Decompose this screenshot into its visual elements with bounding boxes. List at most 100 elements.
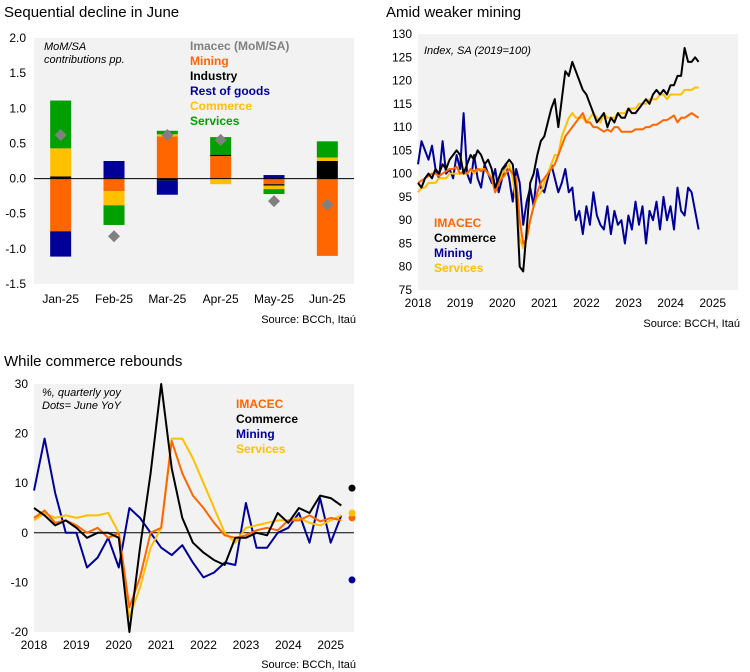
- chart-3-note-line-2: Dots= June YoY: [42, 400, 122, 412]
- chart-3-y-tick-label: -20: [11, 625, 29, 639]
- chart-3-legend-imacec: IMACEC: [236, 397, 284, 411]
- chart-1-x-tick-label: Feb-25: [95, 292, 133, 306]
- chart-1-bar-industry: [263, 184, 285, 186]
- chart-3-source: Source: BCCh, Itaú: [261, 659, 356, 671]
- chart-2-legend: IMACEC Commerce Mining Services: [434, 216, 496, 275]
- chart-3-y-tick-label: 20: [15, 427, 29, 441]
- chart-2-x-tick-label: 2023: [615, 296, 642, 310]
- chart-3-june-dots: [348, 484, 356, 584]
- chart-3: While commerce rebounds 30 20 10 0 -10 -20 20…: [4, 353, 356, 671]
- chart-1-y-tick-label: 2.0: [9, 31, 26, 45]
- chart-3-dot-commerce: [348, 484, 356, 492]
- chart-2: Amid weaker mining 130 125 120 115 110 105 100…: [386, 4, 740, 330]
- chart-2-legend-mining: Mining: [434, 246, 473, 260]
- chart-3-x-tick-label: 2020: [105, 638, 132, 652]
- chart-2-title: Amid weaker mining: [386, 4, 521, 21]
- chart-2-line-commerce: [417, 47, 700, 273]
- chart-3-legend-commerce: Commerce: [236, 412, 298, 426]
- chart-2-x-tick-label: 2024: [657, 296, 684, 310]
- chart-2-x-tick-label: 2019: [447, 296, 474, 310]
- chart-1-y-tick-label: 1.5: [9, 66, 26, 80]
- chart-1-x-tick-label: Mar-25: [148, 292, 186, 306]
- chart-1-x-tick-label: Jun-25: [309, 292, 346, 306]
- chart-1-imacec-marker: [161, 128, 174, 141]
- chart-1-bar-rest-of-goods: [103, 161, 125, 179]
- chart-3-x-axis: 2018 2019 2020 2021 2022 2023 2024 2025: [21, 638, 345, 652]
- chart-2-legend-services: Services: [434, 261, 484, 275]
- chart-3-legend-mining: Mining: [236, 427, 275, 441]
- chart-1-imacec-marker: [214, 133, 227, 146]
- chart-1-bar-services: [50, 100, 72, 149]
- chart-1-legend-mining: Mining: [190, 54, 229, 68]
- chart-2-y-tick-label: 120: [392, 74, 412, 88]
- chart-3-legend-services: Services: [236, 442, 286, 456]
- chart-1-source: Source: BCCh, Itaú: [261, 314, 356, 326]
- chart-1-legend-imacec: Imacec (MoM/SA): [190, 39, 289, 53]
- chart-1-title: Sequential decline in June: [4, 4, 179, 21]
- chart-1-bars: [50, 100, 338, 257]
- chart-2-x-tick-label: 2018: [405, 296, 432, 310]
- chart-1-legend-rest-of-goods: Rest of goods: [190, 84, 270, 98]
- chart-1-bar-mining: [156, 136, 178, 179]
- chart-3-x-tick-label: 2024: [275, 638, 302, 652]
- chart-3-title: While commerce rebounds: [4, 353, 182, 370]
- chart-2-legend-commerce: Commerce: [434, 231, 496, 245]
- chart-1-bar-industry: [316, 161, 338, 179]
- chart-3-line-mining: [33, 437, 343, 579]
- chart-1-y-tick-label: -1.5: [5, 277, 26, 291]
- chart-1-imacec-marker: [321, 198, 334, 211]
- chart-1-bar-mining: [316, 178, 338, 256]
- chart-1-bar-industry: [156, 178, 178, 181]
- chart-1-bar-industry: [50, 176, 72, 179]
- chart-2-y-tick-label: 125: [392, 50, 412, 64]
- chart-2-x-tick-label: 2025: [699, 296, 726, 310]
- chart-1-bar-commerce: [50, 148, 72, 177]
- chart-1-bar-rest-of-goods: [50, 231, 72, 257]
- chart-1-x-axis: Jan-25 Feb-25 Mar-25 Apr-25 May-25 Jun-25: [42, 292, 346, 306]
- chart-1-legend-services: Services: [190, 114, 240, 128]
- chart-2-y-tick-label: 90: [399, 213, 413, 227]
- chart-1-imacec-marker: [54, 128, 67, 141]
- chart-3-dot-mining: [348, 576, 356, 584]
- chart-2-x-tick-label: 2020: [489, 296, 516, 310]
- chart-1-y-tick-label: 0.5: [9, 136, 26, 150]
- chart-2-y-tick-label: 105: [392, 143, 412, 157]
- chart-2-x-tick-label: 2021: [531, 296, 558, 310]
- chart-1-bar-rest-of-goods: [156, 180, 178, 195]
- chart-3-x-tick-label: 2025: [317, 638, 344, 652]
- chart-2-note: Index, SA (2019=100): [424, 45, 531, 57]
- chart-3-x-tick-label: 2023: [233, 638, 260, 652]
- chart-1-legend-commerce: Commerce: [190, 99, 252, 113]
- chart-2-lines: [417, 47, 700, 273]
- chart-1-bar-services: [103, 205, 125, 225]
- chart-2-y-tick-label: 115: [393, 97, 412, 111]
- chart-1-legend: Imacec (MoM/SA) Mining Industry Rest of …: [190, 39, 289, 128]
- chart-1-y-tick-label: -1.0: [5, 242, 26, 256]
- chart-3-x-tick-label: 2018: [21, 638, 48, 652]
- chart-2-legend-imacec: IMACEC: [434, 216, 482, 230]
- chart-1-bar-services: [263, 189, 285, 195]
- chart-2-x-tick-label: 2022: [573, 296, 600, 310]
- chart-1-y-axis: 2.0 1.5 1.0 0.5 0.0 -0.5 -1.0 -1.5: [5, 31, 26, 291]
- chart-3-x-tick-label: 2019: [63, 638, 90, 652]
- chart-2-y-tick-label: 85: [399, 236, 413, 250]
- chart-1-bar-commerce: [210, 178, 232, 185]
- chart-2-y-tick-label: 110: [393, 120, 412, 134]
- chart-1-bar-mining: [263, 178, 285, 185]
- chart-3-lines: [33, 383, 343, 633]
- chart-1-bar-industry: [210, 154, 232, 157]
- chart-1-bar-mining: [103, 178, 125, 192]
- chart-1-imacec-markers: [54, 128, 334, 243]
- chart-1-bar-services: [316, 141, 338, 158]
- chart-2-y-tick-label: 95: [399, 190, 413, 204]
- chart-3-x-tick-label: 2021: [148, 638, 175, 652]
- chart-3-line-commerce: [33, 383, 342, 633]
- chart-3-dot-imacec: [348, 514, 356, 522]
- chart-2-y-tick-label: 75: [399, 283, 413, 297]
- chart-3-y-tick-label: -10: [11, 575, 29, 589]
- chart-1-bar-commerce: [316, 157, 338, 161]
- chart-1-y-tick-label: -0.5: [5, 207, 26, 221]
- chart-1-legend-industry: Industry: [190, 69, 238, 83]
- chart-1-bar-commerce: [103, 191, 125, 206]
